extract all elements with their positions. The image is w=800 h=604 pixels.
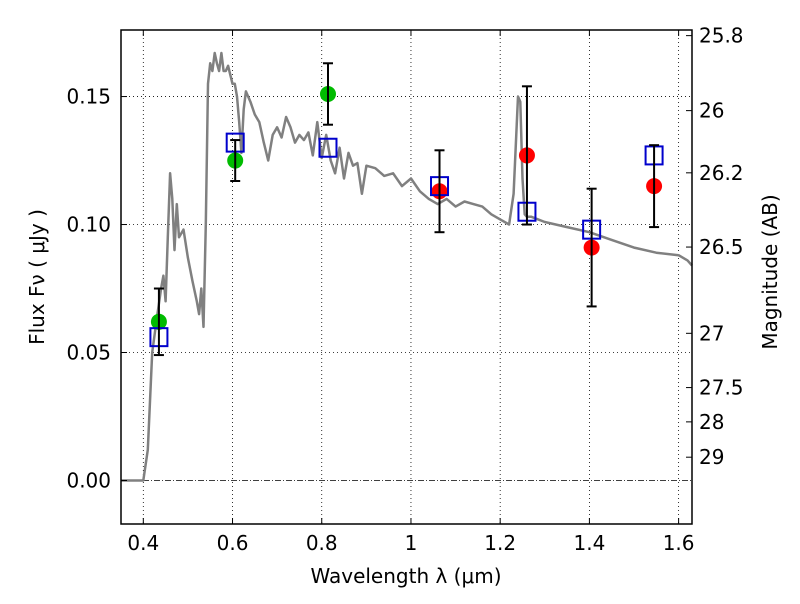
right-tick-label: 28 bbox=[699, 410, 724, 434]
y-tick-label: 0.05 bbox=[66, 341, 111, 365]
right-tick-label: 25.8 bbox=[699, 24, 744, 48]
x-tick-label: 1 bbox=[405, 531, 418, 555]
right-axis-ticks: 25.8 26 26.2 26.5 27 27.5 28 29 bbox=[686, 24, 744, 469]
data-markers bbox=[149, 85, 664, 348]
x-tick-label: 1.6 bbox=[663, 531, 695, 555]
x-tick-label: 0.4 bbox=[127, 531, 159, 555]
right-tick-label: 27.5 bbox=[699, 376, 744, 400]
model-spectrum-line bbox=[121, 51, 693, 482]
right-axis-label: Magnitude (AB) bbox=[758, 194, 782, 349]
x-tick-label: 1.2 bbox=[484, 531, 516, 555]
model-photometry-square bbox=[318, 137, 338, 158]
x-tick-label: 0.6 bbox=[217, 531, 249, 555]
right-tick-label: 29 bbox=[699, 445, 724, 469]
y-axis-label: Flux Fν ( μJy ) bbox=[25, 209, 49, 345]
y-tick-label: 0.15 bbox=[66, 85, 111, 109]
right-tick-label: 26 bbox=[699, 99, 724, 123]
right-tick-label: 26.5 bbox=[699, 235, 744, 259]
x-axis-ticks: 0.4 0.6 0.8 1 1.2 1.4 1.6 bbox=[127, 30, 695, 555]
x-tick-label: 1.4 bbox=[573, 531, 605, 555]
x-tick-label: 0.8 bbox=[306, 531, 338, 555]
right-tick-label: 26.2 bbox=[699, 161, 744, 185]
error-bars bbox=[153, 62, 660, 357]
model-spectrum-layer bbox=[121, 51, 693, 482]
y-tick-label: 0.00 bbox=[66, 468, 111, 492]
y-tick-label: 0.10 bbox=[66, 213, 111, 237]
y-axis-ticks: 0.00 0.05 0.10 0.15 bbox=[66, 85, 127, 492]
plot-frame bbox=[120, 29, 693, 525]
x-axis-label: Wavelength λ (μm) bbox=[310, 564, 501, 588]
right-tick-label: 27 bbox=[699, 321, 724, 345]
